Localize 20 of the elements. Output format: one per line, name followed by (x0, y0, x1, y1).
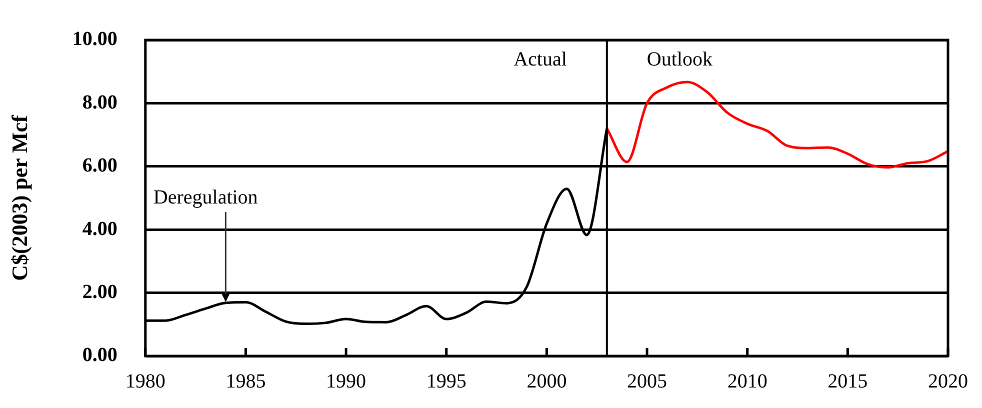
x-tick-label: 2020 (928, 370, 968, 392)
x-tick-label: 2000 (526, 370, 567, 392)
x-tick-label: 2005 (627, 370, 668, 392)
x-tick-label: 1985 (226, 370, 266, 392)
annotation: Actual (514, 48, 568, 70)
x-tick-label: 1980 (125, 370, 166, 392)
y-tick-label: 0.00 (82, 344, 118, 366)
y-tick-label: 8.00 (82, 91, 118, 114)
x-tick-label: 2010 (727, 370, 768, 392)
x-tick-label: 1995 (426, 370, 466, 392)
y-tick-label: 6.00 (82, 154, 118, 177)
y-axis-title: C$(2003) per Mcf (6, 114, 32, 281)
y-tick-label: 2.00 (82, 280, 118, 303)
y-tick-label: 10.00 (72, 28, 118, 50)
x-tick-label: 2015 (828, 370, 868, 392)
line-series (606, 80, 948, 169)
annotation: Outlook (646, 48, 712, 70)
annotation: Deregulation (153, 186, 258, 208)
y-tick-label: 4.00 (82, 218, 118, 240)
x-tick-label: 1990 (326, 370, 366, 392)
